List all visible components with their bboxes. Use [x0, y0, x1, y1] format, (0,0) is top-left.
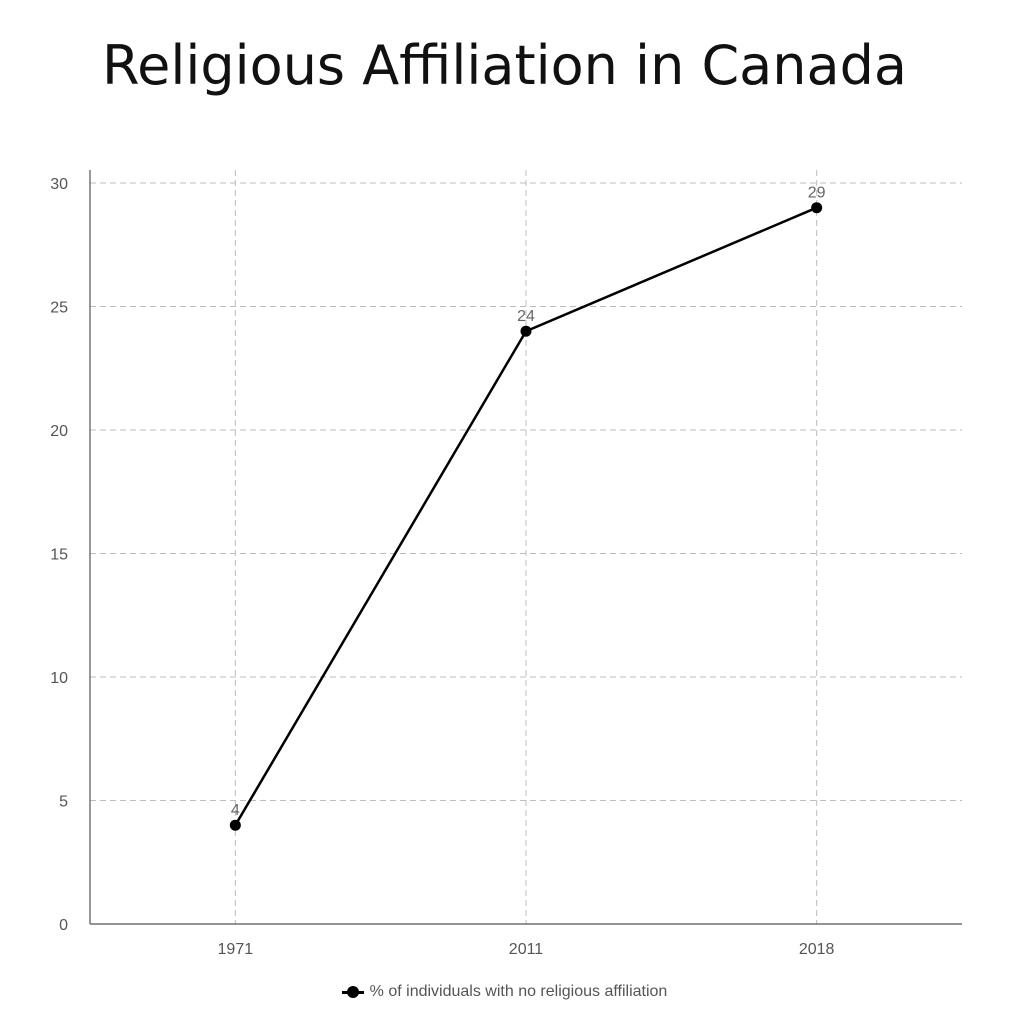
data-label: 4: [231, 802, 240, 819]
y-tick-label: 0: [59, 917, 68, 934]
line-chart: 0 5 10 15 20 25 30 1971 2011 2018 4 24 29: [50, 170, 962, 958]
y-tick-label: 20: [50, 423, 68, 440]
data-point: [229, 819, 241, 831]
x-tick-label: 2011: [509, 941, 544, 958]
x-tick-label: 2018: [799, 941, 835, 958]
data-point: [520, 325, 532, 337]
legend-label: % of individuals with no religious affil…: [369, 983, 668, 1000]
y-tick-label: 25: [50, 300, 68, 317]
y-tick-label: 30: [50, 176, 68, 193]
data-label: 24: [517, 308, 535, 325]
y-tick-label: 5: [59, 794, 68, 811]
x-tick-label: 1971: [218, 941, 254, 958]
data-label: 29: [808, 185, 826, 202]
y-tick-label: 10: [50, 670, 68, 687]
legend: % of individuals with no religious affil…: [0, 983, 1009, 1001]
y-tick-label: 15: [50, 547, 68, 564]
legend-marker-icon: [341, 986, 364, 998]
data-point: [811, 202, 823, 214]
chart-title: Religious Affiliation in Canada: [102, 34, 907, 97]
